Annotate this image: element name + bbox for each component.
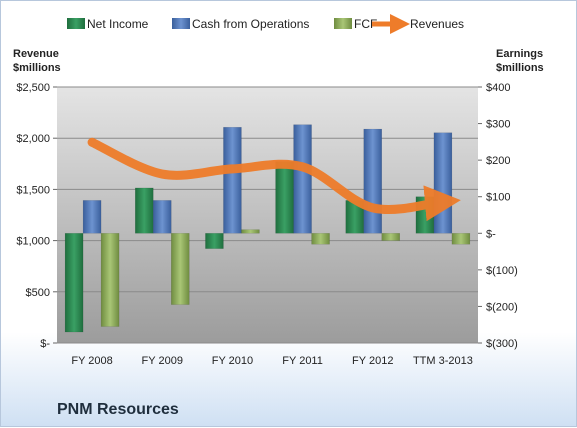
- bar-fcf: [451, 233, 471, 245]
- bar-fcf: [311, 233, 330, 245]
- bar-net-income: [275, 161, 294, 234]
- left-tick-label: $500: [26, 287, 50, 299]
- bar-cash-from-operations: [153, 200, 172, 234]
- legend-label-fcf: FCF: [354, 17, 377, 31]
- left-tick-label: $1,500: [16, 184, 50, 196]
- bar-cash-from-operations: [363, 128, 382, 234]
- revenue-line: [87, 137, 461, 222]
- bar-net-income: [64, 233, 84, 333]
- legend-swatch-cash-from-operations: [172, 18, 190, 29]
- x-tick-label: FY 2008: [71, 355, 112, 367]
- bar-net-income: [135, 187, 154, 234]
- company-name: PNM Resources: [57, 401, 179, 418]
- right-tick-label: $200: [486, 155, 510, 167]
- x-tick-label: FY 2012: [352, 355, 393, 367]
- right-tick-label: $300: [486, 119, 510, 131]
- left-tick-label: $2,500: [16, 82, 50, 94]
- right-tick-label: $100: [486, 192, 510, 204]
- x-tick-label: FY 2011: [282, 355, 323, 367]
- right-tick-label: $(100): [486, 265, 518, 277]
- legend: Net Income Cash from Operations FCF Revenue…: [67, 14, 464, 34]
- plot-area: [57, 87, 478, 343]
- bar-cash-from-operations: [433, 132, 453, 234]
- legend-label-net-income: Net Income: [87, 17, 149, 31]
- left-tick-label: $2,000: [16, 133, 50, 145]
- gridlines: [57, 86, 478, 344]
- x-tick-label: FY 2009: [142, 355, 183, 367]
- revenue-line-path: [87, 137, 461, 222]
- legend-swatch-fcf: [334, 18, 352, 29]
- x-axis: FY 2008 FY 2009 FY 2010 FY 2011 FY 2012 TTM 3…: [71, 355, 472, 367]
- right-axis-title-line-2: $millions: [496, 62, 544, 74]
- bar-fcf: [241, 229, 260, 234]
- left-axis-title-line-2: $millions: [13, 62, 61, 74]
- left-tick-label: $-: [40, 338, 50, 350]
- left-axis-title-line-1: Revenue: [13, 48, 59, 60]
- legend-label-revenues: Revenues: [410, 17, 464, 31]
- legend-swatch-net-income: [67, 18, 85, 29]
- right-axis-title-line-1: Earnings: [496, 48, 543, 60]
- legend-label-cash-from-operations: Cash from Operations: [192, 17, 309, 31]
- right-tick-label: $400: [486, 82, 510, 94]
- left-axis: $- $500 $1,000 $1,500 $2,000 $2,500: [16, 82, 57, 350]
- right-tick-label: $(200): [486, 301, 518, 313]
- bar-cash-from-operations: [82, 200, 102, 234]
- x-tick-label: TTM 3-2013: [413, 355, 473, 367]
- left-tick-label: $1,000: [16, 236, 50, 248]
- bar-cash-from-operations: [223, 126, 242, 234]
- bar-net-income: [205, 233, 224, 249]
- x-tick-label: FY 2010: [212, 355, 253, 367]
- bar-cash-from-operations: [293, 124, 312, 234]
- right-tick-label: $-: [486, 228, 496, 240]
- right-tick-label: $(300): [486, 338, 518, 350]
- bar-fcf: [100, 233, 120, 327]
- right-axis: $(300) $(200) $(100) $- $100 $200 $300 $400: [478, 82, 518, 350]
- bar-fcf: [171, 233, 190, 305]
- bar-fcf: [381, 233, 400, 241]
